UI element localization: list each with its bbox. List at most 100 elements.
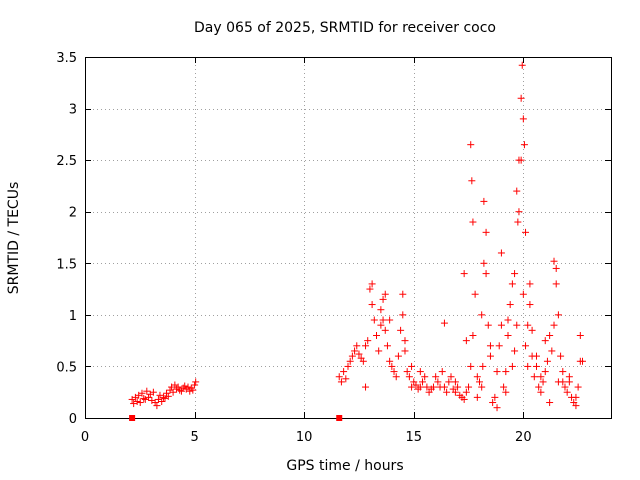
data-point (546, 331, 554, 339)
data-point (429, 383, 437, 391)
data-point (403, 368, 411, 376)
data-point (554, 378, 562, 386)
data-point (412, 381, 420, 389)
data-point (528, 326, 536, 334)
data-point (517, 94, 525, 102)
data-point (482, 270, 490, 278)
data-point (133, 397, 141, 405)
data-points (128, 61, 587, 421)
data-point (526, 280, 534, 288)
data-point (539, 378, 547, 386)
data-point (486, 342, 494, 350)
x-tick-label: 15 (405, 430, 422, 445)
data-point (421, 373, 429, 381)
data-point (469, 331, 477, 339)
y-tick-label: 3 (69, 103, 77, 118)
data-point (381, 326, 389, 334)
data-point (340, 368, 348, 376)
data-point (348, 352, 356, 360)
data-point (561, 383, 569, 391)
data-point (506, 301, 514, 309)
x-tick-label: 5 (190, 430, 198, 445)
data-point (514, 218, 522, 226)
data-point (576, 357, 584, 365)
x-tick-label: 10 (296, 430, 313, 445)
data-point (520, 141, 528, 149)
data-point (386, 316, 394, 324)
data-point (372, 331, 380, 339)
y-tick-label: 2.5 (56, 154, 77, 169)
data-point (342, 375, 350, 383)
data-point (565, 378, 573, 386)
y-tick-labels: 0 0.5 1 1.5 2 2.5 3 3.5 (56, 51, 77, 427)
data-point (164, 392, 172, 400)
data-point (491, 393, 499, 401)
data-point (401, 347, 409, 355)
data-point (359, 357, 367, 365)
data-point (563, 388, 571, 396)
zero-marker (336, 415, 343, 421)
data-point (468, 177, 476, 185)
zero-marker (129, 415, 136, 421)
data-point (392, 373, 400, 381)
data-point (511, 270, 519, 278)
data-point (390, 368, 398, 376)
data-point (554, 311, 562, 319)
y-axis-label: SRMTID / TECUs (6, 182, 22, 295)
data-point (344, 362, 352, 370)
data-point (156, 391, 164, 399)
data-point (552, 264, 560, 272)
data-point (518, 61, 526, 69)
data-point (443, 388, 451, 396)
data-point (537, 388, 545, 396)
data-point (177, 387, 185, 395)
data-point (543, 357, 551, 365)
data-point (500, 383, 508, 391)
data-point (478, 311, 486, 319)
data-point (401, 337, 409, 345)
data-point (145, 393, 153, 401)
data-point (368, 280, 376, 288)
data-point (364, 337, 372, 345)
data-point (394, 352, 402, 360)
data-point (508, 362, 516, 370)
data-point (379, 316, 387, 324)
data-point (511, 347, 519, 355)
data-point (353, 342, 361, 350)
data-point (476, 378, 483, 386)
data-point (557, 352, 565, 360)
data-point (379, 295, 387, 303)
data-point (479, 362, 487, 370)
data-point (478, 383, 486, 391)
y-tick-label: 2 (69, 206, 77, 221)
data-point (552, 280, 560, 288)
data-point (462, 388, 470, 396)
data-point (497, 249, 505, 257)
data-point (451, 388, 459, 396)
data-point (572, 402, 580, 410)
data-point (519, 115, 527, 123)
data-point (451, 378, 459, 386)
data-point (346, 357, 354, 365)
data-point (513, 321, 521, 329)
y-tick-label: 1.5 (56, 257, 77, 272)
data-point (462, 337, 470, 345)
plot-frame (85, 57, 612, 419)
data-point (524, 321, 532, 329)
data-point (362, 342, 370, 350)
data-point (130, 400, 138, 408)
data-point (388, 362, 396, 370)
data-point (163, 389, 171, 397)
data-point (574, 383, 582, 391)
data-point (176, 386, 184, 394)
data-point (370, 316, 378, 324)
data-point (480, 259, 488, 267)
data-point (471, 290, 479, 298)
data-point (434, 378, 442, 386)
data-point (489, 399, 497, 407)
data-point (532, 352, 540, 360)
data-point (559, 368, 567, 376)
data-point (368, 301, 376, 309)
data-point (508, 280, 516, 288)
